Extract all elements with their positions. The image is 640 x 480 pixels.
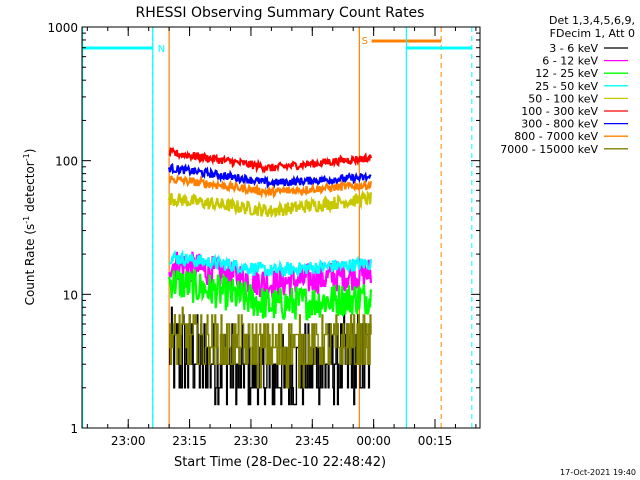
flag-group: N [82,27,165,428]
legend-label: 6 - 12 keV [542,55,598,68]
flag-label: N [158,44,165,55]
y-tick-label: 1 [70,422,78,436]
series-line-300-800keV [168,162,372,189]
legend-label: 25 - 50 keV [535,80,598,93]
y-tick-label: 1000 [47,21,78,35]
legend-label: 3 - 6 keV [549,42,598,55]
legend-label: 100 - 300 keV [521,105,598,118]
legend-label: 12 - 25 keV [535,67,598,80]
flag-group [81,27,473,428]
series-line-12-25keV [168,268,372,321]
chart-title: RHESSI Observing Summary Count Rates [136,5,425,21]
footer-timestamp: 17-Oct-2021 19:40 [560,468,636,477]
series-line-100-300keV [168,146,372,175]
legend-label: 50 - 100 keV [528,92,598,105]
plot-elements: NS [81,27,473,428]
x-tick-label: 23:15 [172,434,207,448]
series-line-7000-15000keV [169,306,372,389]
y-tick-label: 100 [55,155,78,169]
legend-header-line-1: Det 1,3,4,5,6,9, [549,14,635,27]
legend-header-line-2: FDecim 1, Att 0 [550,27,635,40]
x-axis: 23:00 23:15 23:30 23:45 00:00 00:15 [86,27,477,448]
plot-frame [81,26,481,429]
series-line-800-7000keV [168,174,372,199]
x-tick-label: 00:15 [418,434,453,448]
x-tick-label: 23:45 [295,434,330,448]
legend-label: 300 - 800 keV [521,118,598,131]
x-tick-label: 23:00 [111,434,146,448]
flag-label: S [362,36,368,47]
x-tick-label: 23:30 [234,434,269,448]
legend-label: 800 - 7000 keV [514,130,598,143]
y-axis: 1 10 100 1000 [47,21,480,436]
legend-label: 7000 - 15000 keV [500,143,598,156]
y-tick-label: 10 [63,288,78,302]
series-line-6-12keV [168,251,372,302]
x-tick-label: 00:00 [356,434,391,448]
y-axis-label: Count Rate (s-1 detector-1) [22,149,37,306]
legend: Det 1,3,4,5,6,9, FDecim 1, Att 0 3 - 6 k… [500,14,635,156]
series-line-50-100keV [168,189,372,219]
series-line-25-50keV [169,249,372,279]
x-axis-label: Start Time (28-Dec-10 22:48:42) [174,455,386,470]
